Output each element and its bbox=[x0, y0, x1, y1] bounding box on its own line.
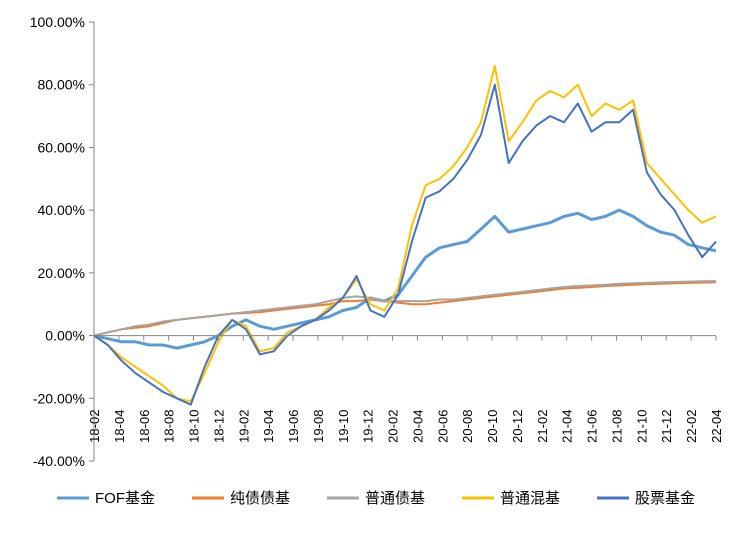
x-tick-label: 21-06 bbox=[585, 410, 600, 443]
x-tick-label: 20-10 bbox=[485, 410, 500, 443]
x-tick-label: 20-02 bbox=[386, 410, 401, 443]
x-tick-label: 19-08 bbox=[311, 410, 326, 443]
x-tick-label: 18-08 bbox=[162, 410, 177, 443]
y-tick-label: -20.00% bbox=[33, 390, 85, 406]
legend-label: 普通混基 bbox=[500, 490, 560, 507]
x-tick-label: 21-02 bbox=[535, 410, 550, 443]
x-tick-label: 19-06 bbox=[286, 410, 301, 443]
series-line-2 bbox=[93, 280, 717, 337]
y-tick-label: -40.00% bbox=[33, 453, 85, 469]
y-tick-label: 100.00% bbox=[30, 14, 85, 30]
series-line-0 bbox=[93, 208, 717, 350]
series-line-1 bbox=[93, 281, 717, 337]
x-tick-label: 18-12 bbox=[211, 410, 226, 443]
y-tick-label: 80.00% bbox=[38, 77, 85, 93]
x-tick-label: 20-12 bbox=[510, 410, 525, 443]
legend-label: 股票基金 bbox=[635, 490, 695, 507]
y-tick-label: 0.00% bbox=[45, 328, 85, 344]
legend: FOF基金 纯债债基 普通债基 普通混基 股票基金 bbox=[57, 490, 695, 507]
x-tick-label: 18-10 bbox=[187, 410, 202, 443]
y-tick-label: 60.00% bbox=[38, 139, 85, 155]
x-tick-label: 21-08 bbox=[610, 410, 625, 443]
x-tick-label: 20-06 bbox=[435, 410, 450, 443]
legend-label: 纯债债基 bbox=[230, 490, 290, 507]
x-tick-label: 21-10 bbox=[634, 410, 649, 443]
x-tick-label: 20-08 bbox=[460, 410, 475, 443]
x-tick-label: 18-04 bbox=[112, 410, 127, 443]
series-line-3 bbox=[93, 64, 717, 403]
x-tick-label: 20-04 bbox=[410, 410, 425, 443]
legend-label: 普通债基 bbox=[365, 490, 425, 507]
x-tick-label: 21-04 bbox=[560, 410, 575, 443]
y-axis: -40.00% -20.00% 0.00% 20.00% 40.00% 60.00% 80.… bbox=[30, 14, 95, 469]
x-tick-label: 19-10 bbox=[336, 410, 351, 443]
x-tick-label: 22-04 bbox=[709, 410, 724, 443]
series-line-4 bbox=[93, 83, 717, 406]
x-tick-label: 18-02 bbox=[87, 410, 102, 443]
y-tick-label: 20.00% bbox=[38, 265, 85, 281]
x-tick-label: 21-12 bbox=[659, 410, 674, 443]
y-tick-label: 40.00% bbox=[38, 202, 85, 218]
x-tick-label: 18-06 bbox=[137, 410, 152, 443]
x-tick-label: 19-12 bbox=[361, 410, 376, 443]
series-lines bbox=[93, 64, 717, 406]
x-tick-label: 22-02 bbox=[684, 410, 699, 443]
x-tick-label: 19-04 bbox=[261, 410, 276, 443]
legend-label: FOF基金 bbox=[95, 490, 155, 507]
x-axis: 18-02 18-04 18-06 18-08 18-10 18-12 19-02 19-04… bbox=[87, 335, 724, 443]
x-tick-label: 19-02 bbox=[236, 410, 251, 443]
